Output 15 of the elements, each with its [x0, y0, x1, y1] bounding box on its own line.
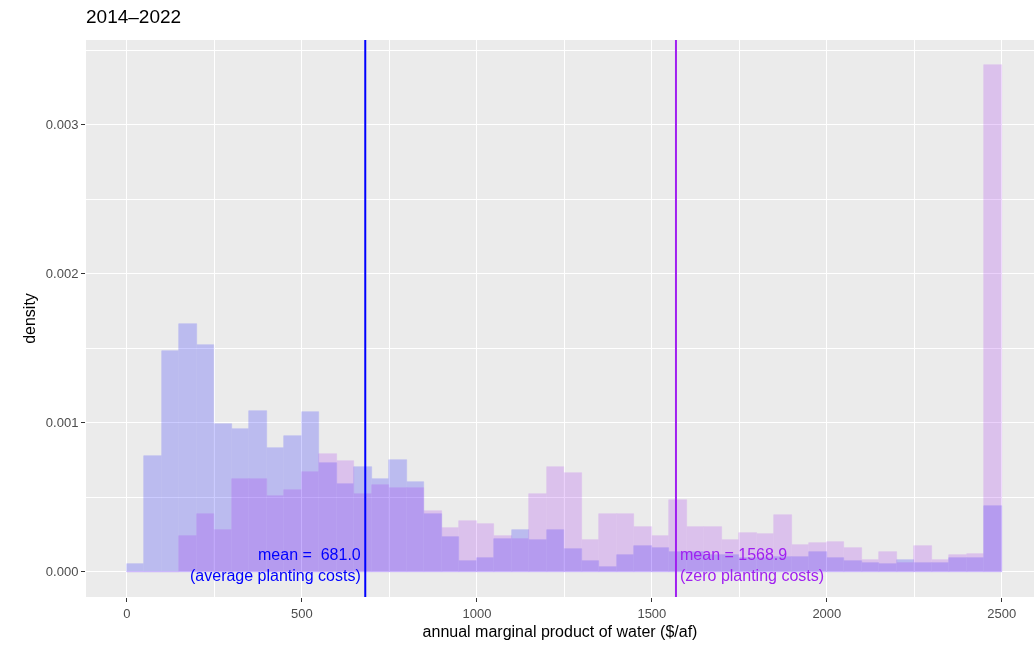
x-tick-label: 1000	[462, 605, 492, 621]
x-axis-title: annual marginal product of water ($/af)	[422, 623, 698, 641]
x-tick-label: 2500	[987, 605, 1017, 621]
x-tick-label: 0	[123, 605, 131, 621]
ref-line-label: mean = 681.0 (average planting costs)	[190, 546, 361, 584]
text: 0.000	[45, 564, 79, 580]
y-axis-title: density	[20, 293, 38, 344]
y-tick-label: 0.003	[45, 117, 79, 133]
x-tick-label: 500	[291, 605, 313, 621]
y-tick-label: 0.002	[45, 266, 79, 282]
y-tick-label: 0.001	[45, 415, 79, 431]
chart-title: 2014–2022	[86, 6, 182, 28]
ref-line-label: mean = 1568.9 (zero planting costs)	[680, 546, 825, 584]
x-tick-label: 2000	[812, 605, 842, 621]
x-tick-label: 1500	[637, 605, 667, 621]
